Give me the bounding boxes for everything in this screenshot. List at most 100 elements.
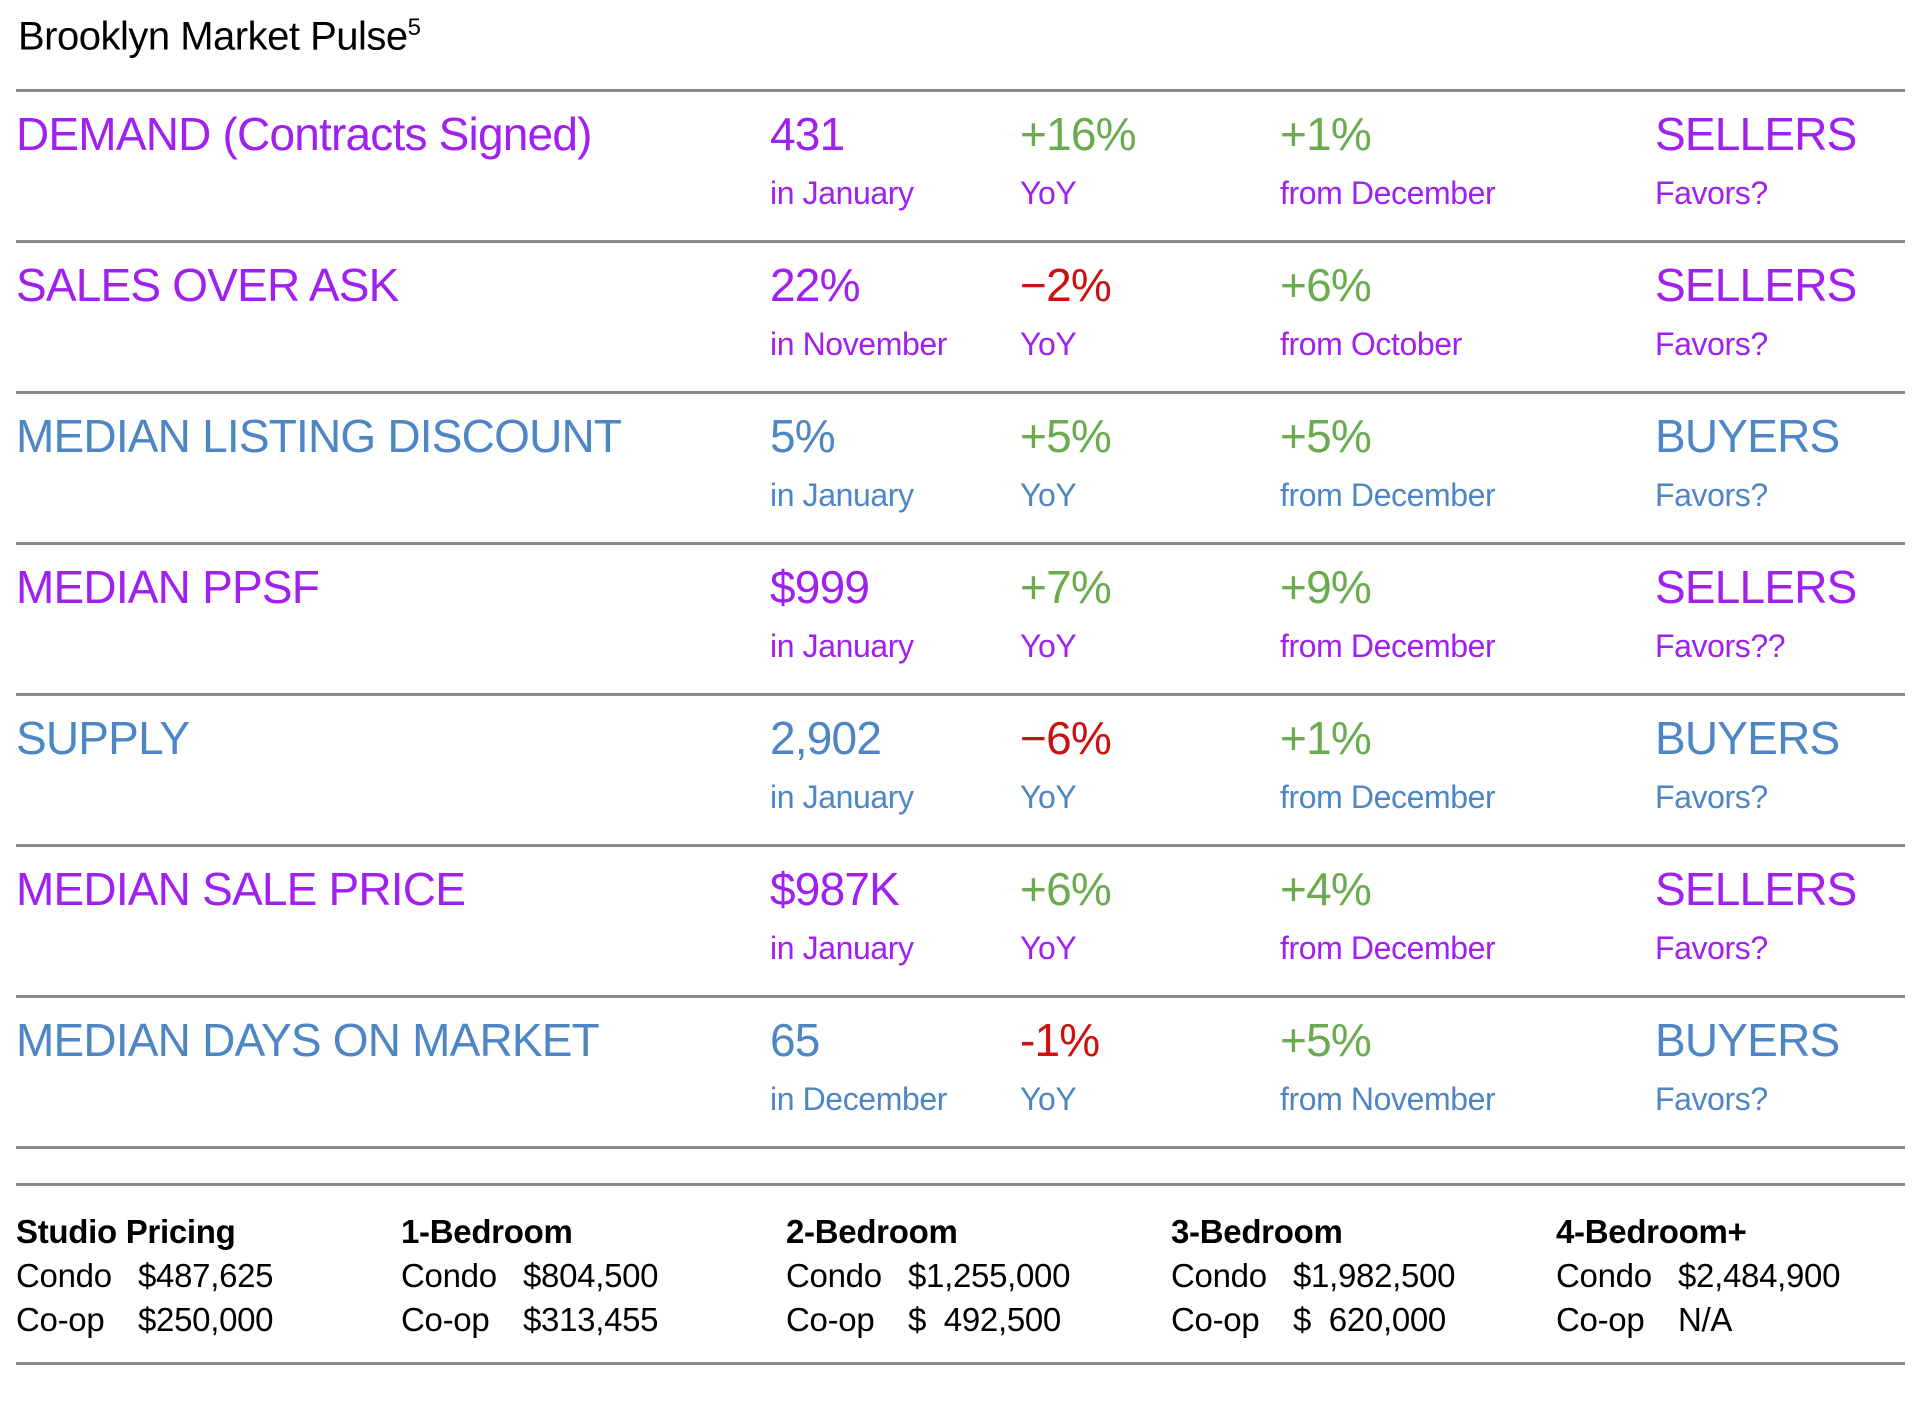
yoy-cell: +6% YoY	[1020, 863, 1280, 995]
favors-cell: SELLERS Favors?	[1655, 863, 1905, 995]
condo-label: Condo	[16, 1257, 112, 1295]
coop-label: Co-op	[1556, 1301, 1645, 1339]
coop-price-row: Co-op $ 492,500	[786, 1298, 1171, 1342]
metric-value-period: in January	[770, 627, 914, 664]
mom-cell: +5% from November	[1280, 1014, 1655, 1146]
page-title-footnote: 5	[407, 14, 421, 41]
metric-value-cell: 431 in January	[770, 108, 1020, 240]
favors-value: BUYERS	[1655, 1014, 1840, 1067]
condo-price: $2,484,900	[1678, 1257, 1841, 1295]
metric-label-cell: MEDIAN DAYS ON MARKET	[16, 1014, 770, 1146]
metric-row-median-ppsf: MEDIAN PPSF $999 in January +7% YoY +9% …	[16, 542, 1905, 693]
favors-label: Favors?	[1655, 1080, 1768, 1117]
mom-label: from November	[1280, 1080, 1496, 1117]
metric-label-cell: MEDIAN SALE PRICE	[16, 863, 770, 995]
market-pulse-report: Brooklyn Market Pulse5 DEMAND (Contracts…	[0, 14, 1920, 1366]
metric-label: DEMAND (Contracts Signed)	[16, 108, 592, 161]
mom-cell: +1% from December	[1280, 712, 1655, 844]
mom-change: +5%	[1280, 410, 1372, 463]
condo-price-row: Condo $1,255,000	[786, 1254, 1171, 1298]
mom-label: from December	[1280, 778, 1496, 815]
pricing-group-2-bedroom: 2-Bedroom Condo $1,255,000 Co-op $ 492,5…	[786, 1210, 1171, 1342]
bedroom-pricing-section: Studio Pricing Condo $487,625 Co-op $250…	[16, 1183, 1905, 1366]
condo-label: Condo	[1556, 1257, 1652, 1295]
favors-label: Favors?	[1655, 778, 1768, 815]
metric-value-period: in January	[770, 778, 914, 815]
favors-label: Favors?	[1655, 476, 1768, 513]
yoy-label: YoY	[1020, 174, 1077, 211]
coop-label: Co-op	[16, 1301, 105, 1339]
metric-value: $999	[770, 561, 870, 614]
yoy-change: +6%	[1020, 863, 1112, 916]
favors-cell: BUYERS Favors?	[1655, 1014, 1905, 1146]
favors-value: BUYERS	[1655, 410, 1840, 463]
yoy-cell: +7% YoY	[1020, 561, 1280, 693]
condo-price: $1,982,500	[1293, 1257, 1456, 1295]
favors-cell: SELLERS Favors?	[1655, 108, 1905, 240]
favors-cell: SELLERS Favors?	[1655, 259, 1905, 391]
mom-label: from December	[1280, 627, 1496, 664]
coop-label: Co-op	[786, 1301, 875, 1339]
pricing-group-header: 4-Bedroom+	[1556, 1213, 1747, 1251]
yoy-label: YoY	[1020, 929, 1077, 966]
mom-label: from December	[1280, 476, 1496, 513]
pricing-group-4-bedroom-plus: 4-Bedroom+ Condo $2,484,900 Co-op N/A	[1556, 1210, 1905, 1342]
mom-cell: +5% from December	[1280, 410, 1655, 542]
mom-change: +1%	[1280, 712, 1372, 765]
page-title-text: Brooklyn Market Pulse	[18, 14, 408, 59]
metric-row-listing-discount: MEDIAN LISTING DISCOUNT 5% in January +5…	[16, 391, 1905, 542]
mom-cell: +4% from December	[1280, 863, 1655, 995]
yoy-change: −2%	[1020, 259, 1112, 312]
pricing-group-header: Studio Pricing	[16, 1213, 236, 1251]
metric-row-median-sale-price: MEDIAN SALE PRICE $987K in January +6% Y…	[16, 844, 1905, 995]
condo-label: Condo	[1171, 1257, 1267, 1295]
coop-price: $ 492,500	[908, 1301, 1061, 1339]
mom-change: +6%	[1280, 259, 1372, 312]
yoy-label: YoY	[1020, 325, 1077, 362]
yoy-cell: -1% YoY	[1020, 1014, 1280, 1146]
metrics-table: DEMAND (Contracts Signed) 431 in January…	[16, 89, 1905, 1150]
page-title: Brooklyn Market Pulse5	[18, 14, 1905, 59]
metric-value-period: in January	[770, 929, 914, 966]
metric-value-cell: $999 in January	[770, 561, 1020, 693]
favors-label: Favors?	[1655, 325, 1768, 362]
metric-label-cell: SALES OVER ASK	[16, 259, 770, 391]
favors-value: SELLERS	[1655, 259, 1857, 312]
coop-price-row: Co-op $250,000	[16, 1298, 401, 1342]
condo-label: Condo	[786, 1257, 882, 1295]
yoy-label: YoY	[1020, 627, 1077, 664]
coop-price: $ 620,000	[1293, 1301, 1446, 1339]
metric-label: SUPPLY	[16, 712, 190, 765]
coop-price-row: Co-op N/A	[1556, 1298, 1905, 1342]
condo-label: Condo	[401, 1257, 497, 1295]
yoy-change: −6%	[1020, 712, 1112, 765]
metric-label-cell: MEDIAN LISTING DISCOUNT	[16, 410, 770, 542]
mom-change: +5%	[1280, 1014, 1372, 1067]
favors-value: SELLERS	[1655, 863, 1857, 916]
condo-price-row: Condo $804,500	[401, 1254, 786, 1298]
pricing-group-3-bedroom: 3-Bedroom Condo $1,982,500 Co-op $ 620,0…	[1171, 1210, 1556, 1342]
metric-value-period: in December	[770, 1080, 948, 1117]
metric-row-supply: SUPPLY 2,902 in January −6% YoY +1% from…	[16, 693, 1905, 844]
coop-price: N/A	[1678, 1301, 1733, 1339]
metric-label: SALES OVER ASK	[16, 259, 399, 312]
metric-value-cell: $987K in January	[770, 863, 1020, 995]
metric-label-cell: DEMAND (Contracts Signed)	[16, 108, 770, 240]
condo-price: $804,500	[523, 1257, 659, 1295]
condo-price-row: Condo $487,625	[16, 1254, 401, 1298]
metric-value-period: in January	[770, 174, 914, 211]
metric-value-cell: 22% in November	[770, 259, 1020, 391]
metric-value-cell: 5% in January	[770, 410, 1020, 542]
coop-price-row: Co-op $ 620,000	[1171, 1298, 1556, 1342]
metric-value-cell: 65 in December	[770, 1014, 1020, 1146]
mom-change: +1%	[1280, 108, 1372, 161]
metric-label: MEDIAN PPSF	[16, 561, 320, 614]
yoy-cell: +5% YoY	[1020, 410, 1280, 542]
yoy-label: YoY	[1020, 1080, 1077, 1117]
metric-value: $987K	[770, 863, 900, 916]
favors-cell: BUYERS Favors?	[1655, 410, 1905, 542]
mom-label: from December	[1280, 174, 1496, 211]
metric-value: 22%	[770, 259, 860, 312]
pricing-group-1-bedroom: 1-Bedroom Condo $804,500 Co-op $313,455	[401, 1210, 786, 1342]
mom-cell: +9% from December	[1280, 561, 1655, 693]
